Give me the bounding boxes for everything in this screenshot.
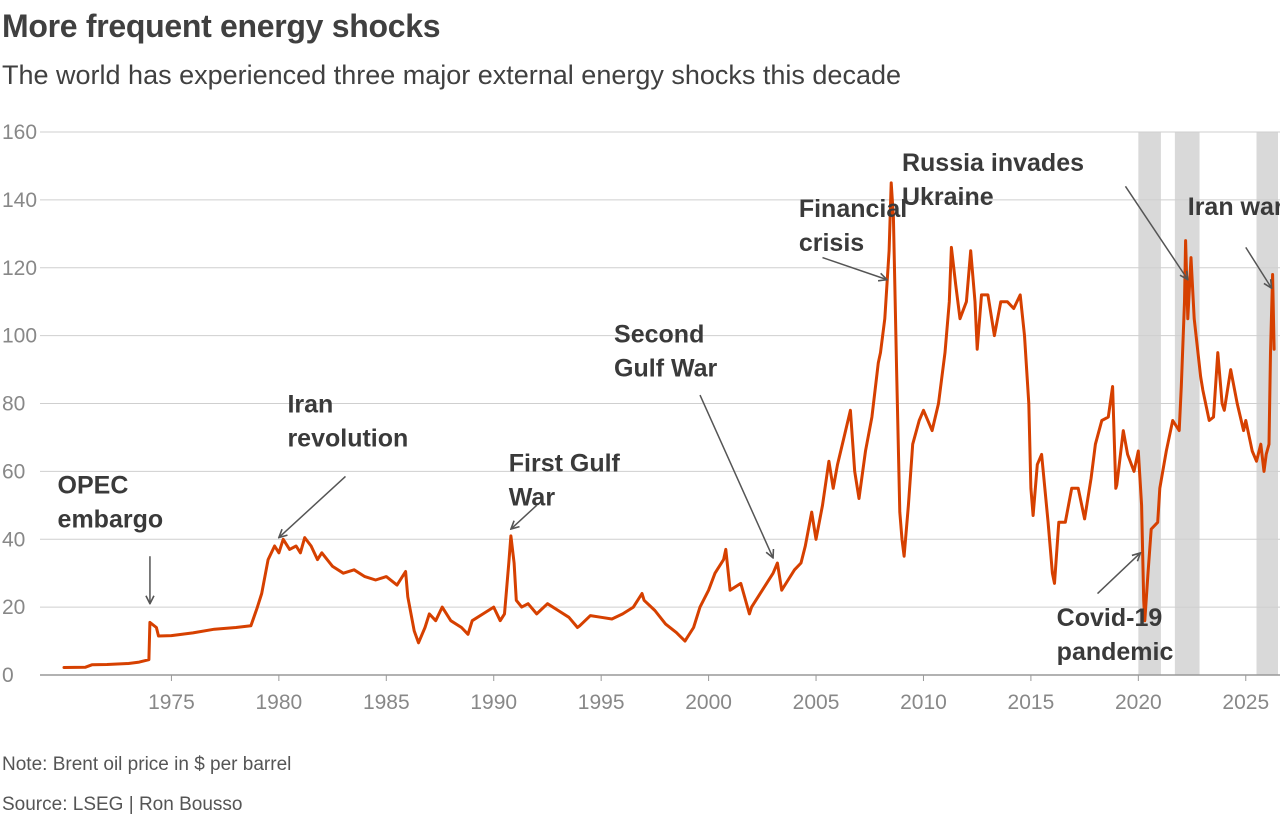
annotation-arrow — [699, 394, 773, 558]
annotation-arrow — [279, 475, 346, 537]
annotation-arrow — [822, 256, 886, 280]
y-tick-label: 160 — [2, 121, 37, 144]
annotation-arrow — [1245, 246, 1272, 288]
x-tick-label: 2005 — [793, 691, 840, 714]
x-tick-label: 1975 — [148, 691, 195, 714]
y-tick-label: 20 — [2, 596, 25, 619]
gridlines — [40, 131, 1280, 676]
annotation-arrow — [511, 504, 538, 529]
annotation-label: OPEC embargo — [58, 471, 164, 533]
y-tick-label: 40 — [2, 528, 25, 551]
annotation-label: Covid-19 pandemic — [1057, 604, 1174, 666]
y-tick-label: 100 — [2, 325, 37, 348]
y-tick-label: 0 — [2, 664, 14, 687]
annotation-label: Russia invades Ukraine — [902, 149, 1084, 211]
series-layer — [62, 181, 1276, 669]
x-tick-label: 1985 — [363, 691, 410, 714]
annotation-arrow — [1124, 185, 1187, 279]
x-tick-label: 1990 — [470, 691, 517, 714]
y-tick-label: 60 — [2, 460, 25, 483]
x-tick-label: 2020 — [1115, 691, 1162, 714]
x-tick-label: 2000 — [685, 691, 732, 714]
annotation-arrow — [1096, 553, 1141, 595]
chart-subtitle: The world has experienced three major ex… — [2, 60, 901, 90]
annotation-label: Second Gulf War — [614, 320, 718, 382]
chart-note: Note: Brent oil price in $ per barrel — [2, 754, 292, 775]
annotation-label: Iran war — [1188, 193, 1280, 221]
chart-title: More frequent energy shocks — [2, 8, 441, 44]
annotations-layer: OPEC embargo Iran revolution First Gulf War Se… — [58, 149, 1280, 666]
y-tick-label: 120 — [2, 257, 37, 280]
x-tick-label: 2015 — [1008, 691, 1055, 714]
x-axis: 1975 1980 1985 1990 1995 2000 2005 2010 2015 2020… — [148, 675, 1269, 714]
x-tick-label: 1995 — [578, 691, 625, 714]
annotation-label: First Gulf War — [509, 449, 621, 511]
y-tick-label: 80 — [2, 393, 25, 416]
annotation-label: Iran revolution — [287, 391, 408, 453]
y-tick-label: 140 — [2, 189, 37, 212]
y-axis: 0 20 40 60 80 100 120 140 160 — [2, 121, 37, 687]
annotation-label: Financial crisis — [799, 195, 907, 257]
x-tick-label: 2010 — [900, 691, 947, 714]
x-tick-label: 1980 — [256, 691, 303, 714]
series-line-brent — [62, 181, 1276, 669]
x-tick-label: 2025 — [1222, 691, 1269, 714]
chart-source: Source: LSEG | Ron Bousso — [2, 794, 243, 815]
